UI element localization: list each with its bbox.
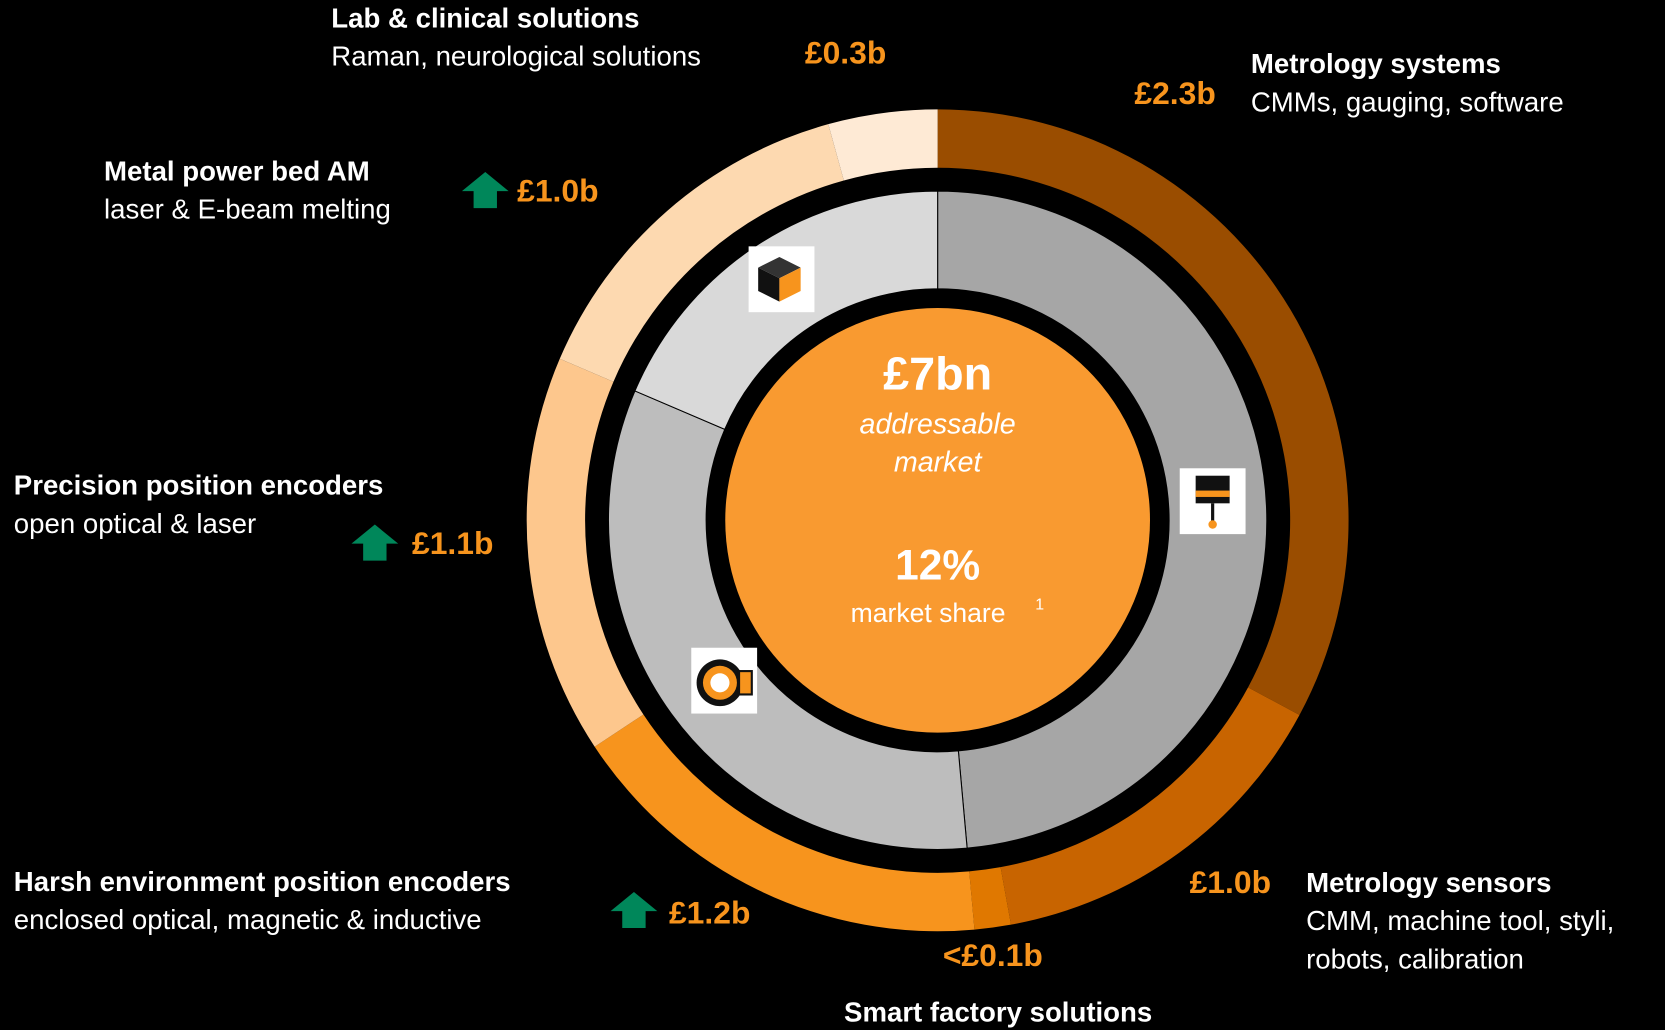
- value-label: £1.2b: [669, 895, 750, 931]
- center-disc: [725, 307, 1150, 733]
- segment-description: open optical & laser: [14, 508, 256, 539]
- segment: [559, 124, 844, 382]
- value-label: £0.3b: [805, 35, 886, 71]
- segment: [594, 714, 975, 932]
- segment-name: Metrology sensors: [1306, 867, 1551, 898]
- icon-encoder: [710, 673, 730, 693]
- segment: [937, 109, 1349, 716]
- icon-am: [779, 267, 801, 302]
- center-share-label: market share: [851, 598, 1006, 628]
- icon-am: [758, 267, 780, 302]
- segment-description: enclosed optical, magnetic & inductive: [14, 904, 482, 935]
- value-label: £1.1b: [412, 525, 493, 561]
- center-total-label: market: [894, 447, 983, 479]
- value-label: <£0.1b: [943, 937, 1043, 973]
- center-share: 12%: [895, 541, 980, 588]
- value-label: £1.0b: [517, 173, 598, 209]
- segment-description: CMM, machine tool, styli,: [1306, 905, 1614, 936]
- icon-metrology: [1195, 490, 1230, 497]
- segment: [526, 358, 644, 747]
- segment: [828, 109, 938, 181]
- segment-name: Harsh environment position encoders: [14, 866, 511, 897]
- segment-name: Metal power bed AM: [104, 155, 370, 186]
- segment-description: robots, calibration: [1306, 943, 1524, 974]
- segment-name: Smart factory solutions: [844, 996, 1152, 1027]
- segment-name: Precision position encoders: [14, 470, 384, 501]
- icons: [691, 246, 1246, 714]
- group-ring: [937, 190, 1268, 849]
- segment-description: Raman, neurological solutions: [331, 41, 701, 72]
- segment-name: Metrology systems: [1251, 48, 1501, 79]
- group-ring: [607, 390, 968, 851]
- segment-name: Lab & clinical solutions: [331, 2, 639, 33]
- segment-description: laser & E-beam melting: [104, 194, 391, 225]
- segment-description: CMMs, gauging, software: [1251, 86, 1564, 117]
- segment: [969, 867, 1011, 930]
- segment: [1000, 687, 1300, 925]
- value-label: £1.0b: [1190, 864, 1271, 900]
- icon-encoder: [737, 670, 753, 696]
- value-label: £2.3b: [1134, 75, 1215, 111]
- center-total: £7bn: [883, 347, 992, 399]
- icon-metrology: [1208, 520, 1217, 529]
- growth-arrow: [461, 172, 509, 209]
- growth-arrow: [610, 891, 658, 929]
- center-total-label: addressable: [860, 408, 1016, 440]
- icon-metrology: [1195, 475, 1230, 504]
- growth-arrow: [351, 524, 399, 561]
- footnote: 1: [1035, 596, 1044, 613]
